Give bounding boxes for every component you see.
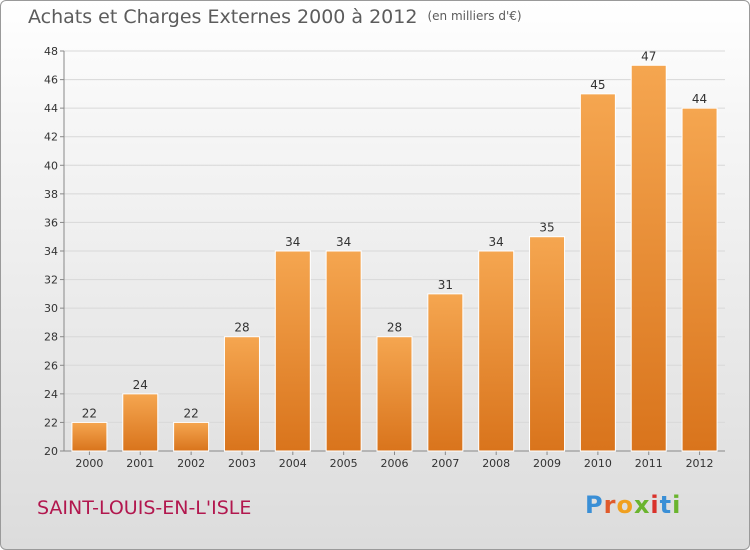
y-tick-label: 34 bbox=[44, 245, 58, 258]
bar-2008 bbox=[478, 250, 515, 452]
y-tick-label: 40 bbox=[44, 159, 58, 172]
data-label-2004: 34 bbox=[285, 235, 300, 249]
bar-2005 bbox=[325, 250, 362, 452]
logo-letter: P bbox=[585, 491, 604, 519]
bar-2001 bbox=[122, 393, 159, 452]
y-tick-label: 22 bbox=[44, 416, 58, 429]
data-label-2012: 44 bbox=[692, 92, 707, 106]
bar-2009 bbox=[529, 236, 566, 452]
x-tick-label-2010: 2010 bbox=[584, 457, 612, 470]
x-tick-label-2000: 2000 bbox=[75, 457, 103, 470]
logo-letter: x bbox=[633, 491, 651, 519]
x-tick-label-2004: 2004 bbox=[279, 457, 307, 470]
data-label-2000: 22 bbox=[82, 406, 97, 420]
x-tick-label-2001: 2001 bbox=[126, 457, 154, 470]
x-tick-label-2002: 2002 bbox=[177, 457, 205, 470]
y-tick-label: 30 bbox=[44, 302, 58, 315]
x-tick-label-2012: 2012 bbox=[686, 457, 714, 470]
x-tick-label-2007: 2007 bbox=[431, 457, 459, 470]
logo-letter: o bbox=[616, 491, 634, 519]
bar-2003 bbox=[223, 336, 260, 452]
x-tick-label-2011: 2011 bbox=[635, 457, 663, 470]
data-label-2008: 34 bbox=[489, 235, 504, 249]
chart-title: Achats et Charges Externes 2000 à 2012 (e… bbox=[28, 6, 522, 28]
proxiti-logo: Proxiti bbox=[585, 491, 681, 519]
x-tick-label-2009: 2009 bbox=[533, 457, 561, 470]
y-tick-label: 28 bbox=[44, 331, 58, 344]
bar-2000 bbox=[71, 421, 108, 452]
logo-letter: r bbox=[603, 491, 617, 519]
y-tick-label: 26 bbox=[44, 359, 58, 372]
y-tick-label: 24 bbox=[44, 388, 58, 401]
y-tick-label: 48 bbox=[44, 45, 58, 58]
data-label-2003: 28 bbox=[234, 321, 249, 335]
data-label-2011: 47 bbox=[641, 49, 656, 63]
data-label-2010: 45 bbox=[590, 78, 605, 92]
x-tick-label-2006: 2006 bbox=[381, 457, 409, 470]
y-tick-label: 36 bbox=[44, 216, 58, 229]
data-label-2009: 35 bbox=[539, 221, 554, 235]
logo-letter: i bbox=[672, 491, 682, 519]
y-tick-label: 20 bbox=[44, 445, 58, 458]
bar-2007 bbox=[427, 293, 464, 452]
chart-title-text: Achats et Charges Externes 2000 à 2012 bbox=[28, 6, 418, 28]
y-tick-label: 38 bbox=[44, 188, 58, 201]
data-labels: 22 24 22 28 34 34 28 31 34 35 45 47 44 bbox=[82, 49, 707, 420]
bars bbox=[71, 64, 718, 452]
data-label-2005: 34 bbox=[336, 235, 351, 249]
data-label-2006: 28 bbox=[387, 321, 402, 335]
y-tick-label: 44 bbox=[44, 102, 58, 115]
data-label-2001: 24 bbox=[133, 378, 148, 392]
bar-2010 bbox=[579, 93, 616, 452]
y-tick-label: 46 bbox=[44, 74, 58, 87]
chart-unit: (en milliers d'€) bbox=[427, 9, 522, 23]
bar-2011 bbox=[630, 64, 667, 452]
logo-letter: i bbox=[650, 491, 660, 519]
data-label-2007: 31 bbox=[438, 278, 453, 292]
bar-2012 bbox=[681, 107, 718, 452]
bar-2004 bbox=[274, 250, 311, 452]
bar-2006 bbox=[376, 336, 413, 452]
bar-2002 bbox=[173, 421, 210, 452]
commune-name: SAINT-LOUIS-EN-L'ISLE bbox=[37, 497, 252, 519]
y-tick-label: 32 bbox=[44, 274, 58, 287]
x-tick-label-2005: 2005 bbox=[330, 457, 358, 470]
x-tick-label-2003: 2003 bbox=[228, 457, 256, 470]
x-tick-label-2008: 2008 bbox=[482, 457, 510, 470]
y-tick-label: 42 bbox=[44, 131, 58, 144]
data-label-2002: 22 bbox=[183, 406, 198, 420]
logo-letter: t bbox=[659, 491, 673, 519]
